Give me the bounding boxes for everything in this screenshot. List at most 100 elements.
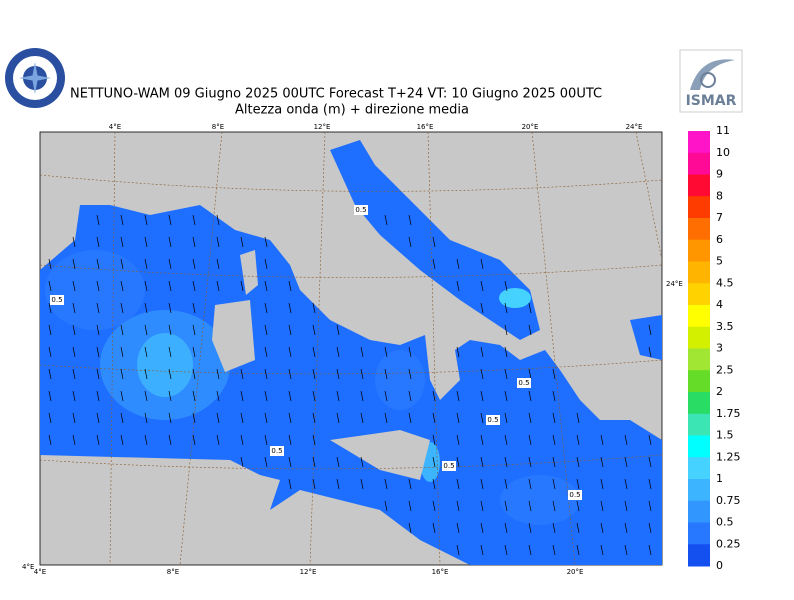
wave-direction bbox=[408, 390, 412, 402]
colorbar-swatch bbox=[688, 413, 710, 436]
wave-direction bbox=[552, 390, 556, 402]
wave-direction bbox=[120, 214, 124, 226]
wave-direction bbox=[120, 324, 124, 336]
wave-direction bbox=[648, 434, 652, 446]
wave-direction bbox=[192, 434, 196, 446]
wave-direction bbox=[288, 456, 292, 468]
colorbar-swatch bbox=[688, 152, 710, 175]
contour-label: 0.5 bbox=[443, 462, 454, 470]
wave-direction bbox=[504, 522, 508, 534]
colorbar-label: 4 bbox=[716, 298, 723, 311]
wave-direction bbox=[432, 434, 436, 446]
wave-direction bbox=[432, 236, 436, 248]
colorbar-label: 1.5 bbox=[716, 429, 734, 442]
wave-direction bbox=[504, 346, 508, 358]
wave-direction bbox=[120, 434, 124, 446]
wave-direction bbox=[456, 346, 460, 358]
wave-direction bbox=[408, 368, 412, 380]
wave-direction bbox=[648, 500, 652, 512]
wave-direction bbox=[552, 544, 556, 556]
wave-direction bbox=[504, 500, 508, 512]
wave-direction bbox=[480, 544, 484, 556]
wave-direction bbox=[264, 412, 268, 424]
wave-direction bbox=[456, 412, 460, 424]
wave-direction bbox=[336, 412, 340, 424]
wave-direction bbox=[264, 390, 268, 402]
wave-direction bbox=[144, 368, 148, 380]
wave-direction bbox=[552, 368, 556, 380]
wave-direction bbox=[48, 412, 52, 424]
wave-direction bbox=[168, 236, 172, 248]
wave-direction bbox=[96, 214, 100, 226]
wave-direction bbox=[408, 346, 412, 358]
wave-direction bbox=[360, 346, 364, 358]
wave-direction bbox=[192, 368, 196, 380]
wave-direction bbox=[96, 412, 100, 424]
bottom-lon-label: 8°E bbox=[167, 568, 179, 576]
wave-direction bbox=[312, 390, 316, 402]
wave-direction bbox=[336, 456, 340, 468]
wave-direction bbox=[216, 280, 220, 292]
wave-direction bbox=[480, 280, 484, 292]
wave-direction bbox=[192, 214, 196, 226]
wave-direction bbox=[336, 390, 340, 402]
contour-label: 0.5 bbox=[487, 416, 498, 424]
wave-direction bbox=[96, 280, 100, 292]
wave-direction bbox=[504, 434, 508, 446]
wave-direction bbox=[600, 500, 604, 512]
wave-direction bbox=[408, 500, 412, 512]
colorbar-label: 5 bbox=[716, 255, 723, 268]
wave-direction bbox=[600, 456, 604, 468]
wave-direction bbox=[48, 368, 52, 380]
wave-direction bbox=[48, 302, 52, 314]
corner-label: 4°E bbox=[22, 563, 34, 571]
map: 4°E 8°E 12°E 16°E 20°E 24°E 4°E 8°E 12°E 16°E 20°E… bbox=[22, 123, 683, 576]
contour-label: 0.5 bbox=[271, 447, 282, 455]
wave-direction bbox=[120, 236, 124, 248]
contour-label-bg bbox=[486, 415, 500, 425]
contour-label-bg bbox=[442, 461, 456, 471]
wave-direction bbox=[264, 280, 268, 292]
wave-direction bbox=[456, 544, 460, 556]
wave-direction bbox=[504, 544, 508, 556]
colorbar-label: 3.5 bbox=[716, 320, 734, 333]
wave-direction bbox=[240, 368, 244, 380]
wave-direction bbox=[624, 500, 628, 512]
wave-direction bbox=[528, 478, 532, 490]
colorbar-swatch bbox=[688, 196, 710, 219]
wave-direction bbox=[648, 324, 652, 336]
wave-direction bbox=[432, 390, 436, 402]
wave-direction bbox=[480, 456, 484, 468]
wave-direction bbox=[96, 390, 100, 402]
colorbar-label: 11 bbox=[716, 124, 730, 137]
wave-direction bbox=[48, 258, 52, 270]
wave-direction bbox=[312, 412, 316, 424]
wave-direction bbox=[264, 236, 268, 248]
wave-direction bbox=[48, 390, 52, 402]
wave-direction bbox=[72, 346, 76, 358]
wave-direction bbox=[432, 522, 436, 534]
wave-direction bbox=[528, 544, 532, 556]
wave-direction bbox=[288, 478, 292, 490]
wave-direction bbox=[648, 346, 652, 358]
bottom-lon-label: 12°E bbox=[300, 568, 317, 576]
wave-direction bbox=[192, 412, 196, 424]
wave-direction bbox=[264, 258, 268, 270]
wave-direction bbox=[384, 346, 388, 358]
wave-direction bbox=[288, 324, 292, 336]
wave-direction bbox=[648, 478, 652, 490]
wave-direction bbox=[552, 522, 556, 534]
colorbar-swatch bbox=[688, 370, 710, 393]
title: NETTUNO-WAM 09 Giugno 2025 00UTC Forecas… bbox=[70, 87, 602, 102]
wave-direction bbox=[576, 544, 580, 556]
wave-direction bbox=[384, 214, 388, 226]
wave-direction bbox=[120, 368, 124, 380]
wave-direction bbox=[456, 478, 460, 490]
wave-direction bbox=[504, 368, 508, 380]
contour-label: 0.5 bbox=[51, 296, 62, 304]
wave-direction bbox=[72, 412, 76, 424]
colorbar: 11 10 9 8 7 6 5 4.5 4 3.5 3 2.5 2 1.75 1.5 1.25 1 0.75 0.5… bbox=[688, 124, 741, 572]
contour-label-bg bbox=[517, 378, 531, 388]
wave-direction bbox=[312, 302, 316, 314]
